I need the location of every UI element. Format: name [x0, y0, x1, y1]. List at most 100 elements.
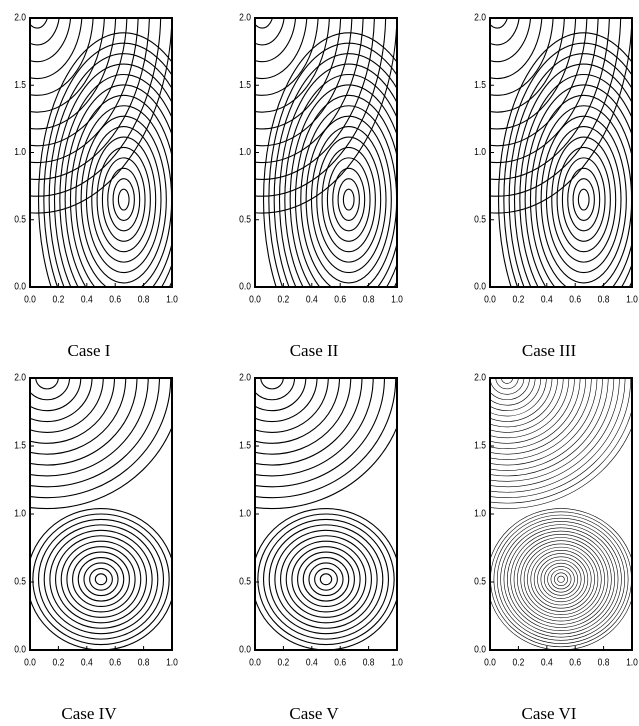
y-tick-label: 2.0 — [474, 372, 486, 383]
contour-line — [315, 568, 338, 590]
x-tick-label: 0.2 — [52, 657, 64, 668]
y-tick-label: 1.5 — [474, 79, 486, 90]
contour-line — [554, 573, 567, 586]
x-tick-label: 0.0 — [24, 657, 36, 668]
plot-frame — [490, 378, 632, 650]
contour-line — [95, 574, 106, 585]
contour-line — [548, 566, 575, 592]
contour-line — [150, 0, 375, 179]
x-tick-label: 0.8 — [598, 657, 610, 668]
contour-line — [39, 519, 164, 639]
contour-line — [78, 558, 123, 602]
y-tick-label: 0.0 — [474, 281, 486, 292]
y-tick-label: 1.0 — [239, 508, 251, 519]
contour-line — [343, 189, 354, 210]
contour-line — [102, 158, 145, 241]
x-tick-label: 0.8 — [598, 294, 610, 305]
contour-line — [298, 552, 355, 606]
contour-line — [514, 534, 608, 624]
y-tick-label: 0.5 — [14, 576, 26, 587]
contour-line — [501, 521, 622, 637]
contour-line — [517, 537, 604, 621]
plot-frame — [255, 18, 397, 287]
contours — [137, 247, 407, 650]
contour-line — [320, 574, 331, 585]
x-tick-label: 1.0 — [166, 294, 178, 305]
contour-line — [50, 530, 152, 628]
contour-line — [264, 33, 434, 367]
y-tick-label: 1.0 — [14, 508, 26, 519]
contour-line — [56, 536, 147, 623]
contour-line — [3, 0, 70, 62]
y-tick-label: 1.5 — [239, 440, 251, 451]
contour-line — [487, 509, 635, 650]
y-tick-label: 0.0 — [14, 644, 26, 655]
x-tick-label: 0.0 — [249, 294, 261, 305]
caption: Case II — [290, 341, 339, 360]
x-tick-label: 0.8 — [138, 294, 150, 305]
contour-line — [322, 147, 375, 251]
contour-line — [301, 106, 397, 294]
caption: Case V — [289, 704, 339, 723]
y-tick-label: 2.0 — [474, 12, 486, 23]
x-tick-label: 0.6 — [109, 294, 121, 305]
x-tick-label: 0.4 — [541, 294, 553, 305]
y-tick-label: 1.5 — [239, 79, 251, 90]
y-tick-label: 1.5 — [474, 440, 486, 451]
x-tick-label: 0.4 — [81, 657, 93, 668]
contour-line — [534, 554, 588, 605]
contour-line — [573, 179, 594, 221]
y-tick-label: 1.0 — [14, 147, 26, 158]
x-tick-label: 0.6 — [334, 657, 346, 668]
contours — [362, 0, 639, 366]
contours — [127, 0, 434, 366]
x-tick-label: 0.6 — [569, 294, 581, 305]
contour-line — [217, 0, 307, 79]
contour-line — [524, 544, 598, 615]
y-tick-label: 0.0 — [239, 281, 251, 292]
figure: 0.00.51.01.52.00.00.20.40.60.81.0Case I0… — [0, 0, 639, 726]
y-tick-label: 0.0 — [474, 644, 486, 655]
contour-line — [183, 0, 340, 129]
contour-line — [118, 189, 129, 210]
plot-frame — [30, 18, 172, 287]
contours — [0, 0, 209, 366]
contour-line — [525, 85, 639, 314]
x-tick-label: 1.0 — [166, 657, 178, 668]
contour-line — [39, 33, 209, 367]
contour-line — [275, 530, 377, 628]
y-tick-label: 0.0 — [239, 644, 251, 655]
contour-line — [81, 116, 166, 283]
contour-line — [338, 179, 359, 221]
x-tick-label: 0.0 — [484, 657, 496, 668]
contour-line — [491, 512, 632, 647]
y-tick-label: 0.5 — [474, 576, 486, 587]
contour-line — [544, 563, 578, 595]
x-tick-label: 0.0 — [24, 294, 36, 305]
x-tick-label: 0.2 — [512, 294, 524, 305]
y-tick-label: 1.5 — [14, 79, 26, 90]
y-tick-label: 2.0 — [239, 372, 251, 383]
contour-line — [90, 568, 113, 590]
y-tick-label: 0.5 — [474, 214, 486, 225]
contour-line — [504, 525, 618, 634]
contour-line — [67, 547, 135, 612]
contour-line — [33, 514, 169, 645]
contour-line — [558, 576, 565, 582]
contour-line — [206, 0, 318, 95]
contour-line — [292, 547, 360, 612]
y-tick-label: 2.0 — [14, 12, 26, 23]
x-tick-label: 1.0 — [626, 294, 638, 305]
y-tick-label: 0.5 — [239, 576, 251, 587]
contour-line — [552, 137, 616, 262]
contour-line — [557, 147, 610, 251]
contour-line — [452, 0, 542, 79]
y-tick-label: 0.0 — [14, 281, 26, 292]
x-tick-label: 0.2 — [277, 294, 289, 305]
y-tick-label: 2.0 — [14, 372, 26, 383]
contour-line — [0, 0, 82, 79]
y-tick-label: 1.0 — [239, 147, 251, 158]
contour-line — [317, 137, 381, 262]
contour-line — [562, 158, 605, 241]
x-tick-label: 0.0 — [249, 657, 261, 668]
